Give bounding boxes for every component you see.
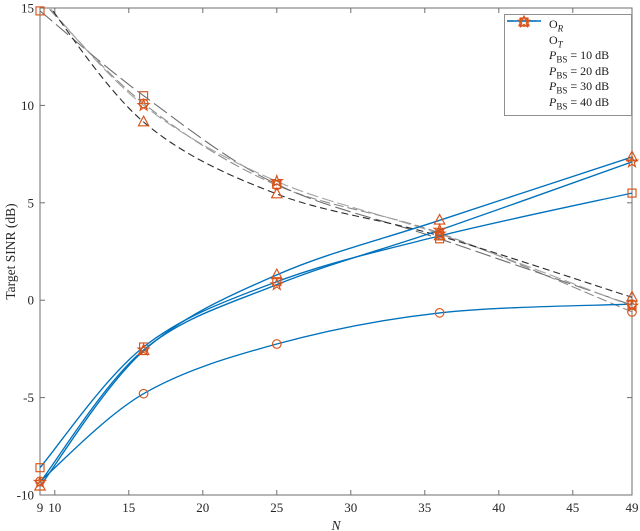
svg-text:15: 15 xyxy=(21,1,34,16)
svg-text:-5: -5 xyxy=(23,390,34,405)
legend: OR OT PBS = 10 dB PBS = 20 dB PBS = 30 d… xyxy=(504,14,632,116)
legend-label-ot: OT xyxy=(549,32,563,49)
svg-text:N: N xyxy=(330,518,341,531)
svg-text:40: 40 xyxy=(492,500,505,515)
svg-text:10: 10 xyxy=(21,98,34,113)
svg-text:20: 20 xyxy=(196,500,209,515)
legend-label-pbs-20db: PBS = 20 dB xyxy=(549,63,610,80)
legend-item-pbs-40db: PBS = 40 dB xyxy=(505,15,631,113)
svg-text:30: 30 xyxy=(344,500,357,515)
legend-item-ot: OT xyxy=(505,20,631,51)
legend-label-pbs-40db: PBS = 40 dB xyxy=(549,94,610,111)
legend-label-pbs-10db: PBS = 10 dB xyxy=(549,48,610,65)
svg-text:15: 15 xyxy=(122,500,135,515)
svg-text:49: 49 xyxy=(626,500,639,515)
svg-text:25: 25 xyxy=(270,500,283,515)
legend-label-pbs-30db: PBS = 30 dB xyxy=(549,79,610,96)
legend-item-pbs-30db: PBS = 30 dB xyxy=(505,15,631,97)
legend-label-or: OR xyxy=(549,17,564,34)
svg-text:10: 10 xyxy=(48,500,61,515)
svg-text:45: 45 xyxy=(566,500,579,515)
svg-text:5: 5 xyxy=(28,195,35,210)
svg-text:0: 0 xyxy=(28,293,35,308)
svg-text:9: 9 xyxy=(37,500,44,515)
svg-text:35: 35 xyxy=(418,500,431,515)
svg-text:-10: -10 xyxy=(17,488,34,503)
svg-text:Target SINR (dB): Target SINR (dB) xyxy=(3,203,18,299)
